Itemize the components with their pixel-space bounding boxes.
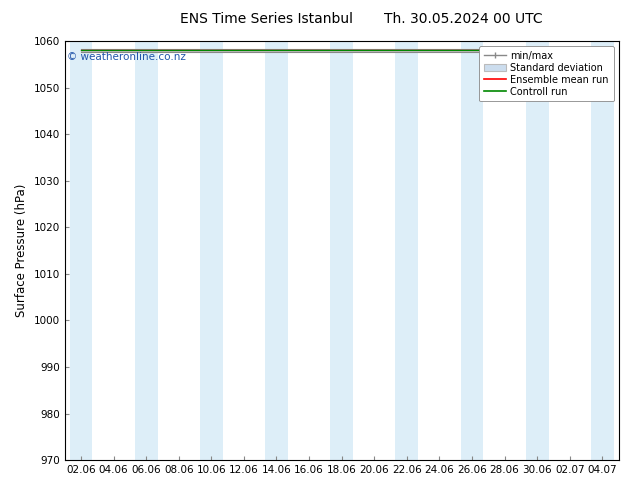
Legend: min/max, Standard deviation, Ensemble mean run, Controll run: min/max, Standard deviation, Ensemble me… — [479, 46, 614, 101]
Y-axis label: Surface Pressure (hPa): Surface Pressure (hPa) — [15, 184, 28, 318]
Bar — [526, 41, 548, 460]
Bar — [591, 41, 614, 460]
Bar — [460, 41, 483, 460]
Text: Th. 30.05.2024 00 UTC: Th. 30.05.2024 00 UTC — [384, 12, 542, 26]
Text: ENS Time Series Istanbul: ENS Time Series Istanbul — [180, 12, 353, 26]
Bar — [135, 41, 157, 460]
Bar — [396, 41, 418, 460]
Bar — [200, 41, 223, 460]
Text: © weatheronline.co.nz: © weatheronline.co.nz — [67, 51, 186, 62]
Bar — [265, 41, 288, 460]
Bar — [330, 41, 353, 460]
Bar — [70, 41, 93, 460]
